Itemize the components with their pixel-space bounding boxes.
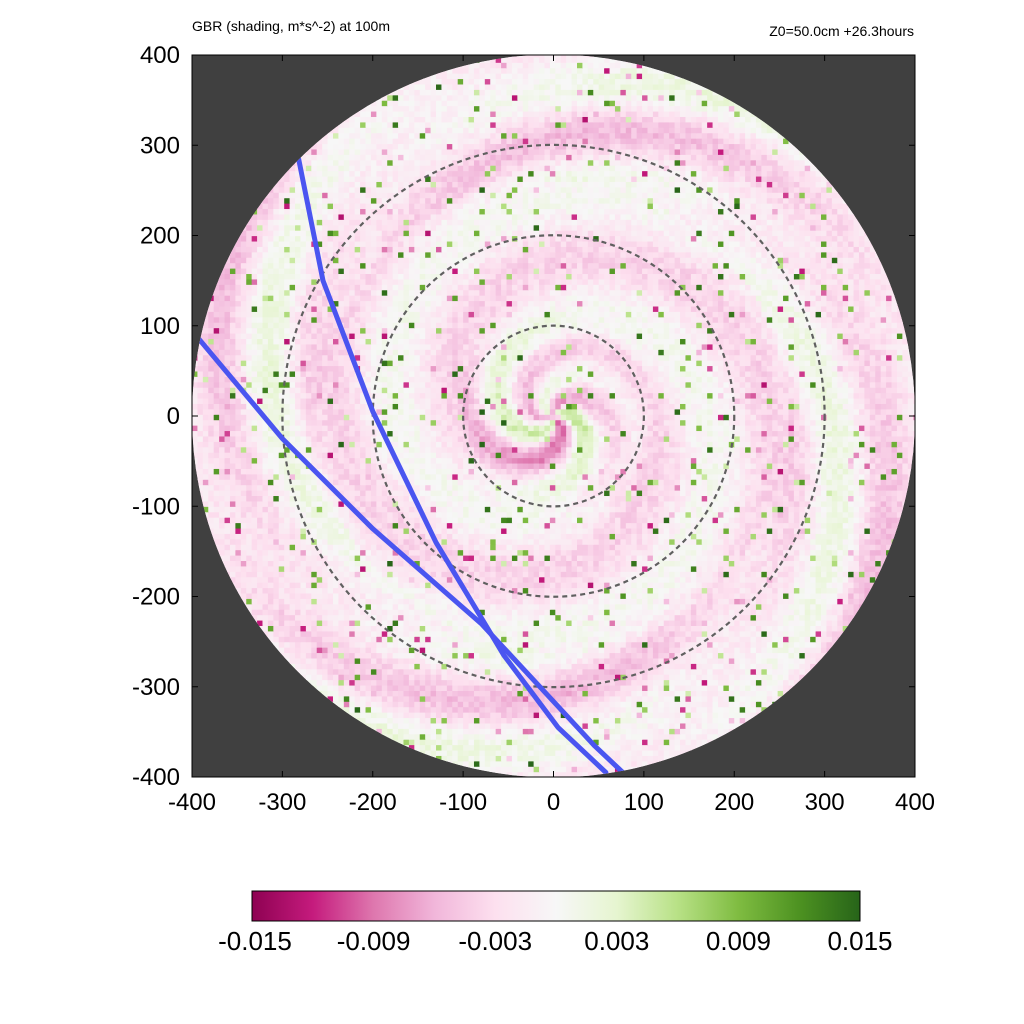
y-tick-label: -100: [132, 493, 180, 520]
storm-tracks: [196, 156, 631, 778]
track-line: [196, 336, 631, 778]
y-tick-label: 100: [140, 313, 180, 340]
colorbar-tick-label: -0.003: [458, 926, 532, 956]
x-tick-label: 200: [714, 789, 754, 816]
track-line: [296, 156, 609, 775]
range-ring: [281, 143, 826, 689]
colorbar-tick-label: 0.009: [706, 926, 771, 956]
x-tick-label: 300: [805, 789, 845, 816]
y-tick-label: -300: [132, 674, 180, 701]
colorbar: -0.015 -0.009 -0.003 0.003 0.009 0.015: [218, 890, 893, 956]
colorbar-tick-label: -0.015: [218, 926, 292, 956]
x-tick-label: 100: [624, 789, 664, 816]
x-tick-label: -400: [168, 789, 216, 816]
y-tick-label: 0: [167, 403, 180, 430]
y-tick-label: 400: [140, 42, 180, 69]
chart-subtitle: Z0=50.0cm +26.3hours: [769, 23, 914, 39]
colorbar-tick-label: 0.003: [584, 926, 649, 956]
x-tick-label: -200: [349, 789, 397, 816]
colorbar-tick-label: -0.009: [337, 926, 411, 956]
x-tick-label: -100: [439, 789, 487, 816]
x-tick-label: 0: [547, 789, 560, 816]
y-tick-label: 200: [140, 223, 180, 250]
y-tick-label: -200: [132, 584, 180, 611]
chart-title: GBR (shading, m*s^-2) at 100m: [192, 18, 390, 34]
x-tick-label: -300: [258, 789, 306, 816]
colorbar-tick-label: 0.015: [827, 926, 892, 956]
y-tick-label: 300: [140, 132, 180, 159]
colorbar-ramp: [251, 890, 861, 922]
range-ring: [462, 324, 645, 508]
x-tick-label: 400: [895, 789, 935, 816]
axes: -400 -300 -200 -100 0 100 200 300 400 -400 -300 -20…: [132, 42, 935, 816]
y-tick-label: -400: [132, 764, 180, 791]
